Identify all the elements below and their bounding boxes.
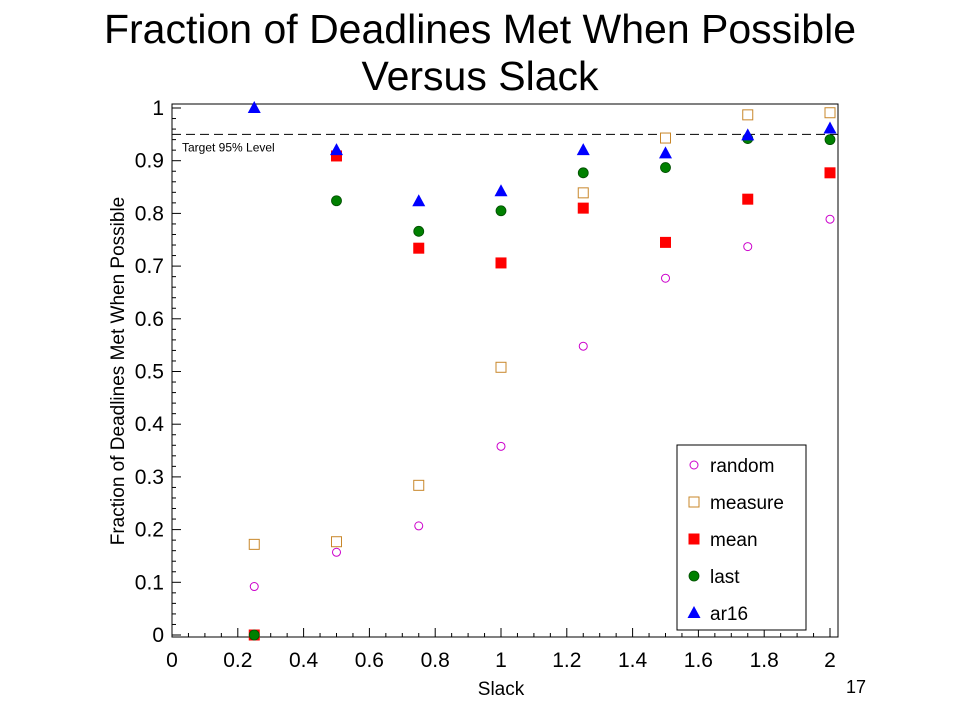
point-ar16 <box>494 184 508 197</box>
point-measure <box>248 538 260 550</box>
y-tick-label: 0.5 <box>135 361 164 384</box>
point-measure <box>742 109 754 121</box>
point-random <box>249 582 259 592</box>
point-last <box>577 167 589 179</box>
axis-titles: Slack Fraction of Deadlines Met When Poss… <box>108 197 525 700</box>
point-ar16 <box>659 146 672 159</box>
point-last <box>824 134 836 146</box>
y-tick-label: 0.8 <box>135 202 164 225</box>
chart-title-line-2: Versus Slack <box>361 53 599 99</box>
point-mean <box>824 167 836 179</box>
y-tick-label: 0 <box>152 624 164 647</box>
y-tick-label: 1 <box>152 97 164 120</box>
point-measure <box>577 187 589 199</box>
x-tick-label: 0.8 <box>421 649 450 672</box>
x-tick-label: 0.2 <box>223 649 252 672</box>
data-points <box>247 101 837 641</box>
x-tick-label: 1.2 <box>552 649 581 672</box>
point-ar16 <box>330 143 343 156</box>
series-random <box>249 214 835 592</box>
point-measure <box>413 479 425 491</box>
legend-marker-ar16 <box>687 606 701 618</box>
point-ar16 <box>412 194 426 207</box>
y-tick-label: 0.2 <box>135 519 164 542</box>
point-random <box>578 341 588 351</box>
x-tick-label: 1.8 <box>750 649 779 672</box>
legend-label-random: random <box>710 456 774 477</box>
point-measure <box>495 361 507 373</box>
y-tick-label: 0.7 <box>135 255 164 278</box>
legend-marker-mean <box>688 533 700 545</box>
reference-line-label: Target 95% Level <box>182 140 275 154</box>
x-tick-label: 0.6 <box>355 649 384 672</box>
y-axis-title: Fraction of Deadlines Met When Possible <box>108 197 129 546</box>
plot-frame <box>171 103 839 638</box>
legend-marker-last <box>688 570 700 582</box>
chart-title: Fraction of Deadlines Met When Possible … <box>0 6 960 100</box>
legend-marker-random <box>689 460 699 470</box>
series-measure <box>248 107 836 550</box>
point-last <box>660 162 671 173</box>
x-axis-title: Slack <box>478 679 525 700</box>
series-ar16 <box>247 101 837 207</box>
point-last <box>248 629 260 641</box>
point-ar16 <box>576 143 590 156</box>
point-last <box>331 195 342 207</box>
x-tick-label: 0 <box>166 649 178 672</box>
y-tick-label: 0.4 <box>135 413 165 436</box>
legend-label-measure: measure <box>710 493 784 514</box>
slide-number: 17 <box>846 677 867 697</box>
point-random <box>496 441 506 451</box>
legend: random measure mean last ar16 <box>676 444 807 631</box>
x-tick-label: 1.4 <box>618 649 648 672</box>
series-last <box>248 133 836 641</box>
point-mean <box>577 202 589 214</box>
point-mean <box>495 257 507 269</box>
point-ar16 <box>247 101 261 113</box>
point-mean <box>742 193 754 205</box>
point-last <box>495 205 507 217</box>
legend-marker-measure <box>688 496 700 508</box>
x-tick-label: 2 <box>824 649 836 672</box>
point-random <box>825 214 835 224</box>
point-random <box>661 273 670 283</box>
legend-label-last: last <box>710 567 740 588</box>
point-mean <box>331 150 342 162</box>
reference-line-group: Target 95% Level <box>172 133 838 154</box>
y-tick-label: 0.1 <box>135 571 164 594</box>
y-tick-label: 0.9 <box>135 150 164 173</box>
point-random <box>743 242 753 252</box>
chart-title-line-1: Fraction of Deadlines Met When Possible <box>103 6 856 52</box>
point-random <box>332 547 341 557</box>
point-measure <box>824 107 836 119</box>
axes: 0 0.1 0.2 0.3 0.4 0.5 0.6 0.7 0.8 0.9 1 0 0.2 0.4 0.6 0… <box>135 97 839 672</box>
point-measure <box>331 536 342 548</box>
point-random <box>414 521 424 531</box>
point-mean <box>660 236 671 248</box>
point-measure <box>660 132 671 144</box>
y-tick-label: 0.6 <box>135 308 164 331</box>
legend-label-mean: mean <box>710 530 758 551</box>
point-ar16 <box>823 121 837 134</box>
point-ar16 <box>741 128 755 141</box>
y-tick-label: 0.3 <box>135 466 164 489</box>
x-tick-label: 0.4 <box>289 649 319 672</box>
point-last <box>413 225 425 237</box>
x-tick-label: 1 <box>495 649 507 672</box>
legend-label-ar16: ar16 <box>710 604 748 625</box>
x-tick-label: 1.6 <box>684 649 713 672</box>
point-mean <box>413 242 425 254</box>
